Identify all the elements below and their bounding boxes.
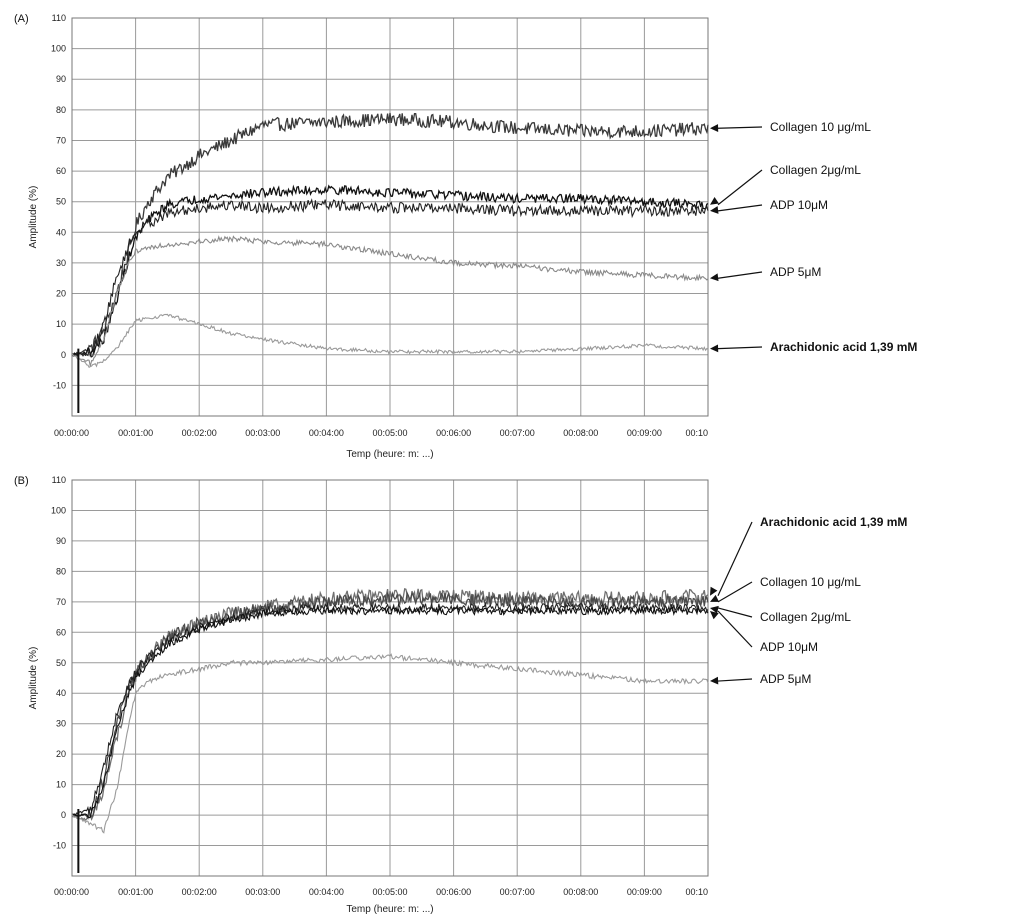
series-annotation: Collagen 10 μg/mL bbox=[770, 120, 871, 134]
panel-b-chart: (B) -10 0 10 20 30 40 50 60 70 80 90 100 110 00:00:00 0… bbox=[14, 475, 907, 915]
y-tick-label: -10 bbox=[53, 841, 66, 851]
series-annotation: ADP 10μM bbox=[760, 640, 818, 654]
x-axis-title: Temp (heure: m: ...) bbox=[346, 904, 433, 915]
x-tick-label: 00:03:00 bbox=[245, 428, 280, 438]
annotation-arrowhead bbox=[710, 587, 717, 596]
y-axis-title: Amplitude (%) bbox=[28, 647, 39, 710]
series-annotation: Collagen 2μg/mL bbox=[760, 610, 851, 624]
y-tick-label: 60 bbox=[56, 627, 66, 637]
x-tick-label: 00:00:00 bbox=[54, 428, 89, 438]
x-tick-label: 00:05:00 bbox=[372, 428, 407, 438]
series-annotation: ADP 5μM bbox=[760, 672, 811, 686]
y-tick-label: 10 bbox=[56, 319, 66, 329]
x-tick-label: 00:09:00 bbox=[627, 887, 662, 897]
annotation-arrowhead bbox=[710, 206, 718, 214]
y-tick-label: -10 bbox=[53, 380, 66, 390]
x-tick-label: 00:05:00 bbox=[372, 887, 407, 897]
y-axis-title: Amplitude (%) bbox=[28, 186, 39, 249]
annotation-arrowhead bbox=[710, 124, 718, 132]
y-tick-label: 90 bbox=[56, 536, 66, 546]
annotation-arrow bbox=[718, 347, 762, 349]
series-annotation: Collagen 10 μg/mL bbox=[760, 575, 861, 589]
y-tick-label: 60 bbox=[56, 166, 66, 176]
series-annotation: ADP 10μM bbox=[770, 198, 828, 212]
series-annotation: Arachidonic acid 1,39 mM bbox=[760, 515, 907, 529]
y-tick-label: 50 bbox=[56, 197, 66, 207]
x-tick-label: 00:00:00 bbox=[54, 887, 89, 897]
annotation-arrow bbox=[718, 611, 752, 647]
x-tick-label: 00:08:00 bbox=[563, 887, 598, 897]
y-tick-label: 0 bbox=[61, 810, 66, 820]
x-tick-label: 00:04:00 bbox=[309, 428, 344, 438]
x-tick-label: 00:02:00 bbox=[182, 428, 217, 438]
annotation-arrow bbox=[718, 170, 762, 205]
panel-label: (A) bbox=[14, 13, 29, 25]
y-tick-label: 110 bbox=[52, 13, 66, 23]
y-tick-label: 30 bbox=[56, 258, 66, 268]
annotation-arrow bbox=[718, 127, 762, 128]
annotation-arrowhead bbox=[710, 595, 719, 602]
x-tick-label: 00:07:00 bbox=[500, 887, 535, 897]
y-tick-label: 110 bbox=[52, 475, 66, 485]
y-tick-label: 80 bbox=[56, 105, 66, 115]
x-tick-label: 00:02:00 bbox=[182, 887, 217, 897]
y-tick-label: 70 bbox=[56, 597, 66, 607]
annotation-arrow bbox=[718, 272, 762, 278]
series-annotation: ADP 5μM bbox=[770, 265, 821, 279]
x-tick-label: 00:08:00 bbox=[563, 428, 598, 438]
x-tick-label: 00:01:00 bbox=[118, 428, 153, 438]
x-tick-label: 00:03:00 bbox=[245, 887, 280, 897]
annotation-arrowhead bbox=[710, 197, 719, 205]
x-tick-label: 00:09:00 bbox=[627, 428, 662, 438]
series-annotation: Collagen 2μg/mL bbox=[770, 163, 861, 177]
annotation-arrowhead bbox=[710, 344, 718, 352]
y-tick-label: 50 bbox=[56, 658, 66, 668]
x-tick-label: 00:10 bbox=[685, 428, 708, 438]
y-tick-label: 90 bbox=[56, 74, 66, 84]
y-tick-label: 30 bbox=[56, 719, 66, 729]
y-tick-label: 10 bbox=[56, 780, 66, 790]
x-tick-label: 00:06:00 bbox=[436, 428, 471, 438]
x-tick-label: 00:10 bbox=[685, 887, 708, 897]
x-tick-label: 00:07:00 bbox=[500, 428, 535, 438]
panel-label: (B) bbox=[14, 475, 29, 487]
annotation-arrow bbox=[718, 205, 762, 211]
y-tick-label: 0 bbox=[61, 350, 66, 360]
annotation-arrowhead bbox=[710, 273, 719, 281]
series-annotation: Arachidonic acid 1,39 mM bbox=[770, 340, 917, 354]
annotation-arrow bbox=[718, 679, 752, 681]
y-tick-label: 100 bbox=[51, 505, 66, 515]
y-tick-label: 100 bbox=[51, 44, 66, 54]
panel-a-chart: (A) -10 0 10 20 30 40 50 60 70 80 90 100 110 00:00:00 0… bbox=[14, 13, 917, 460]
x-tick-label: 00:04:00 bbox=[309, 887, 344, 897]
y-tick-label: 70 bbox=[56, 135, 66, 145]
x-tick-label: 00:01:00 bbox=[118, 887, 153, 897]
y-tick-label: 20 bbox=[56, 749, 66, 759]
x-axis-title: Temp (heure: m: ...) bbox=[346, 449, 433, 460]
x-tick-label: 00:06:00 bbox=[436, 887, 471, 897]
y-tick-label: 40 bbox=[56, 688, 66, 698]
y-tick-label: 80 bbox=[56, 566, 66, 576]
annotation-arrowhead bbox=[710, 677, 718, 685]
y-tick-label: 40 bbox=[56, 227, 66, 237]
annotation-arrowhead bbox=[710, 611, 719, 619]
y-tick-label: 20 bbox=[56, 289, 66, 299]
